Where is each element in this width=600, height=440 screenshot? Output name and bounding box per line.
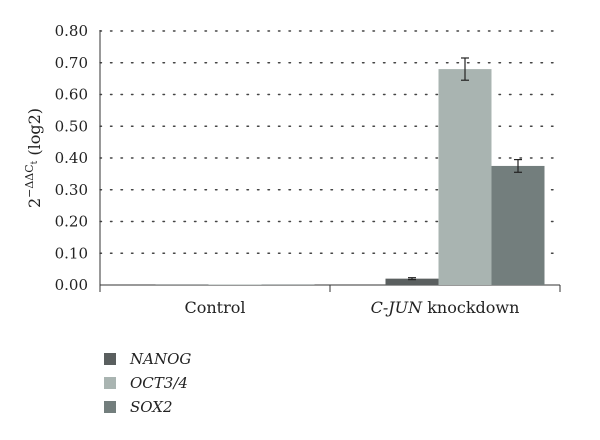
y-tick-label: 0.10 [55, 244, 88, 262]
legend-swatch-sox2 [104, 401, 116, 413]
y-tick-label: 0.50 [55, 117, 88, 135]
bar-nanog [155, 284, 209, 285]
y-tick-label: 0.20 [55, 213, 88, 231]
bar-sox2 [261, 284, 315, 285]
legend-swatch-nanog [104, 353, 116, 365]
legend-item-sox2: SOX2 [104, 395, 191, 419]
y-tick-label: 0.80 [55, 22, 88, 40]
legend-label-sox2: SOX2 [130, 398, 173, 416]
legend: NANOG OCT3/4 SOX2 [104, 347, 191, 419]
legend-swatch-oct34 [104, 377, 116, 389]
x-category-label: Control [184, 298, 245, 317]
y-tick-label: 0.60 [55, 86, 88, 104]
legend-label-oct34: OCT3/4 [130, 374, 188, 392]
y-tick-label: 0.40 [55, 149, 88, 167]
bar-nanog [385, 278, 439, 285]
y-tick-label: 0.30 [55, 181, 88, 199]
y-tick-label: 0.70 [55, 54, 88, 72]
y-tick-label: 0.00 [55, 276, 88, 294]
x-category-label: C-JUN knockdown [371, 298, 520, 317]
legend-item-nanog: NANOG [104, 347, 191, 371]
y-axis-label: 2−ΔΔCt (log2) [23, 108, 44, 208]
legend-label-nanog: NANOG [130, 350, 192, 368]
bar-oct34 [208, 284, 262, 285]
bar-oct34 [438, 69, 492, 285]
legend-item-oct34: OCT3/4 [104, 371, 191, 395]
bar-sox2 [491, 165, 545, 285]
